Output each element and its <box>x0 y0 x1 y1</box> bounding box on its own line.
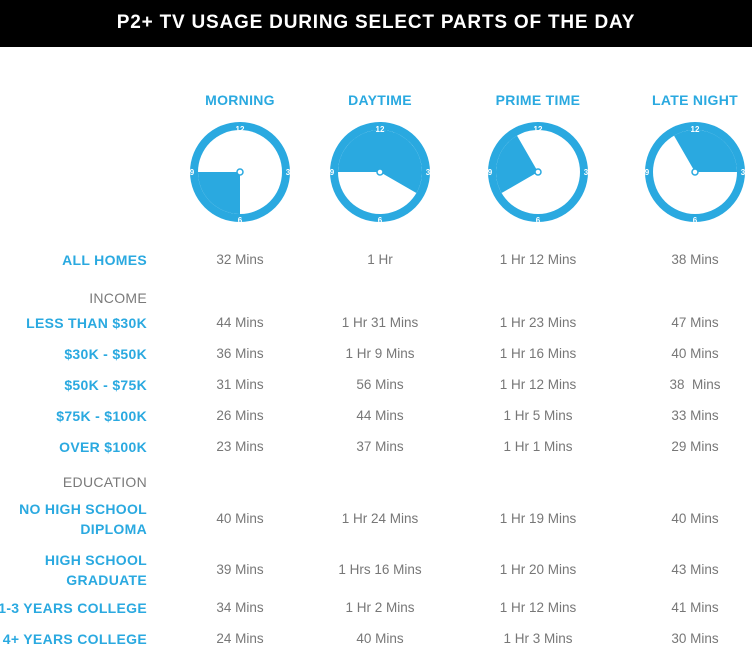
column-header-daytime: DAYTIME <box>348 92 412 108</box>
table-cell-daytime: 44 Mins <box>356 408 404 423</box>
table-cell-prime-time: 1 Hr 5 Mins <box>503 408 573 423</box>
chart-title: P2+ TV USAGE DURING SELECT PARTS OF THE … <box>116 12 636 33</box>
clock-number-12: 12 <box>691 125 700 134</box>
table-cell-late-night: 40 Mins <box>671 346 719 361</box>
table-cell-prime-time: 1 Hr 12 Mins <box>499 600 577 615</box>
table-cell-morning: 34 Mins <box>216 600 264 615</box>
table-cell-prime-time: 1 Hr 19 Mins <box>499 511 577 526</box>
table-cell-prime-time: 1 Hr 20 Mins <box>499 562 577 577</box>
table-cell-prime-time: 1 Hr 1 Mins <box>503 439 573 454</box>
table-cell-morning: 26 Mins <box>216 408 264 423</box>
row-label-high-school-graduate: HIGH SCHOOL GRADUATE <box>44 552 147 588</box>
table-cell-morning: 40 Mins <box>216 511 264 526</box>
clock-daytime-icon: 12 3 6 9 <box>330 122 431 224</box>
table-cell-late-night: 29 Mins <box>671 439 719 454</box>
clock-number-9: 9 <box>488 168 493 177</box>
clock-number-3: 3 <box>741 168 746 177</box>
table-cell-prime-time: 1 Hr 16 Mins <box>499 346 577 361</box>
clock-number-12: 12 <box>236 125 245 134</box>
table-cell-morning: 31 Mins <box>216 377 264 392</box>
column-header-late-night: LATE NIGHT <box>652 92 738 108</box>
clock-number-12: 12 <box>376 125 385 134</box>
row-label-50k-75k: $50K - $75K <box>64 377 147 393</box>
clock-number-3: 3 <box>584 168 589 177</box>
table-cell-daytime: 1 Hr 9 Mins <box>345 346 415 361</box>
clock-number-9: 9 <box>190 168 195 177</box>
table-cell-prime-time: 1 Hr 12 Mins <box>499 377 577 392</box>
table-cell-morning: 32 Mins <box>216 252 264 267</box>
row-label-30k-50k: $30K - $50K <box>64 346 147 362</box>
row-label-75k-100k: $75K - $100K <box>56 408 147 424</box>
title-bar <box>0 0 752 47</box>
clock-prime-time-icon: 12 3 6 9 <box>488 122 589 224</box>
row-label-no-high-school-diploma: NO HIGH SCHOOL DIPLOMA <box>19 501 147 537</box>
table-cell-late-night: 41 Mins <box>671 600 719 615</box>
table-cell-late-night: 40 Mins <box>671 511 719 526</box>
clock-late-night-icon: 12 3 6 9 <box>645 122 746 224</box>
table-cell-prime-time: 1 Hr 3 Mins <box>503 631 573 646</box>
table-cell-daytime: 40 Mins <box>356 631 404 646</box>
clock-number-6: 6 <box>238 216 243 224</box>
clock-hub <box>534 168 542 176</box>
row-label-4-years-college: 4+ YEARS COLLEGE <box>2 631 147 647</box>
table-cell-morning: 24 Mins <box>216 631 264 646</box>
clock-number-6: 6 <box>536 216 541 224</box>
table-cell-late-night: 33 Mins <box>671 408 719 423</box>
section-label-income: INCOME <box>89 290 147 306</box>
table-cell-morning: 36 Mins <box>216 346 264 361</box>
table-cell-daytime: 1 Hrs 16 Mins <box>338 562 422 577</box>
clock-number-9: 9 <box>330 168 335 177</box>
table-cell-daytime: 37 Mins <box>356 439 404 454</box>
clock-number-3: 3 <box>286 168 291 177</box>
table-cell-daytime: 1 Hr 31 Mins <box>341 315 419 330</box>
column-header-morning: MORNING <box>205 92 275 108</box>
clock-hub <box>236 168 244 176</box>
table-cell-late-night: 38 Mins <box>669 377 721 392</box>
table-cell-daytime: 56 Mins <box>356 377 404 392</box>
table-cell-morning: 23 Mins <box>216 439 264 454</box>
clock-wedge <box>496 135 538 193</box>
section-label-education: EDUCATION <box>62 474 147 490</box>
clock-morning-icon: 12 3 6 9 <box>190 122 291 224</box>
clock-number-12: 12 <box>534 125 543 134</box>
table-cell-daytime: 1 Hr 2 Mins <box>345 600 415 615</box>
row-label-over-100k: OVER $100K <box>59 439 147 455</box>
clock-number-3: 3 <box>426 168 431 177</box>
table-cell-daytime: 1 Hr 24 Mins <box>341 511 419 526</box>
clock-number-9: 9 <box>645 168 650 177</box>
table-cell-late-night: 38 Mins <box>671 252 719 267</box>
clock-wedge <box>338 130 422 193</box>
table-cell-morning: 39 Mins <box>216 562 264 577</box>
table-cell-daytime: 1 Hr <box>367 252 393 267</box>
clock-number-6: 6 <box>378 216 383 224</box>
column-header-prime-time: PRIME TIME <box>495 92 581 108</box>
clock-wedge <box>674 130 737 172</box>
row-label-less-than-30k: LESS THAN $30K <box>26 315 147 331</box>
table-cell-late-night: 47 Mins <box>671 315 719 330</box>
clock-hub <box>691 168 699 176</box>
clock-wedge <box>198 172 240 214</box>
table-cell-late-night: 43 Mins <box>671 562 719 577</box>
table-cell-prime-time: 1 Hr 12 Mins <box>499 252 577 267</box>
clock-hub <box>376 168 384 176</box>
table-cell-prime-time: 1 Hr 23 Mins <box>499 315 577 330</box>
table-cell-late-night: 30 Mins <box>671 631 719 646</box>
row-label-1-3-years-college: 1-3 YEARS COLLEGE <box>0 600 147 616</box>
table-cell-morning: 44 Mins <box>216 315 264 330</box>
row-label-all-homes: ALL HOMES <box>62 252 147 268</box>
clock-number-6: 6 <box>693 216 698 224</box>
